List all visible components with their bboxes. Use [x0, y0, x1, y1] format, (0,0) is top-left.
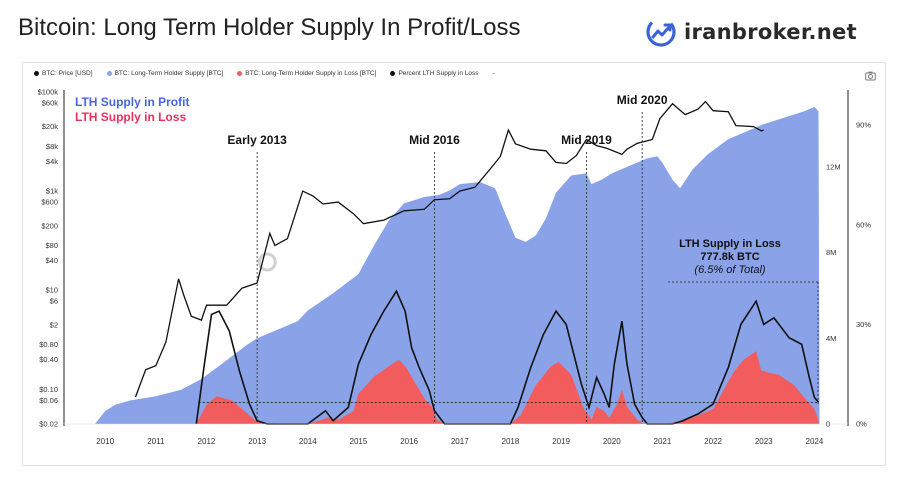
- price-tick-label: $1k: [46, 187, 58, 196]
- annotation-value: 777.8k BTC: [700, 251, 759, 263]
- price-tick-label: $0.06: [39, 396, 58, 405]
- camera-icon[interactable]: [865, 71, 876, 84]
- price-tick-label: $20k: [42, 122, 59, 131]
- supply-tick-label: 8M: [826, 248, 836, 257]
- legend-label: Percent LTH Supply in Loss: [398, 70, 479, 77]
- x-tick-label: 2021: [654, 437, 672, 446]
- price-tick-label: $200: [41, 221, 58, 230]
- price-tick-label: $60k: [42, 98, 59, 107]
- legend-dot: [390, 71, 396, 76]
- legend-item-percent-loss[interactable]: Percent LTH Supply in Loss: [390, 70, 479, 77]
- trend-chart-logo-icon: [646, 17, 676, 47]
- annotation-share: (6.5% of Total): [694, 264, 765, 276]
- brand-name: iranbroker.net: [684, 20, 857, 44]
- price-tick-label: $0.10: [39, 385, 58, 394]
- legend-label: -: [492, 70, 495, 77]
- price-tick-label: $10: [45, 286, 58, 295]
- x-tick-label: 2023: [755, 437, 773, 446]
- price-tick-label: $2: [50, 320, 58, 329]
- percent-tick-label: 60%: [856, 220, 871, 229]
- supply-tick-label: 0: [826, 420, 830, 429]
- x-tick-label: 2011: [147, 437, 165, 446]
- legend-dot: [106, 71, 112, 76]
- page-title: Bitcoin: Long Term Holder Supply In Prof…: [18, 14, 521, 41]
- legend-label: BTC: Long-Term Holder Supply in Loss [BT…: [245, 70, 377, 77]
- price-tick-label: $0.02: [39, 420, 58, 429]
- event-label: Early 2013: [227, 133, 287, 147]
- x-tick-label: 2016: [400, 437, 418, 446]
- x-tick-label: 2014: [299, 437, 317, 446]
- x-tick-label: 2017: [451, 437, 469, 446]
- annotation-title: LTH Supply in Loss: [679, 238, 781, 250]
- legend-item-extra[interactable]: -: [493, 70, 495, 77]
- legend-item-price[interactable]: BTC: Price [USD]: [34, 70, 93, 77]
- legend-dot: [237, 71, 243, 76]
- legend-item-lth-loss[interactable]: BTC: Long-Term Holder Supply in Loss [BT…: [237, 70, 376, 77]
- lth-supply-area[interactable]: [95, 107, 820, 424]
- x-tick-label: 2018: [502, 437, 520, 446]
- x-tick-label: 2020: [603, 437, 621, 446]
- price-tick-label: $100k: [38, 88, 59, 97]
- price-tick-label: $600: [41, 198, 58, 207]
- x-tick-label: 2024: [806, 437, 824, 446]
- price-tick-label: $4k: [46, 157, 58, 166]
- price-tick-label: $0.80: [39, 340, 58, 349]
- percent-tick-label: 90%: [856, 121, 871, 130]
- x-tick-label: 2010: [96, 437, 114, 446]
- price-tick-label: $6: [50, 297, 58, 306]
- brand-logo[interactable]: iranbroker.net: [644, 14, 857, 50]
- x-tick-label: 2019: [552, 437, 570, 446]
- price-tick-label: $40: [45, 256, 58, 265]
- event-label: Mid 2020: [617, 93, 668, 107]
- x-tick-label: 2013: [248, 437, 266, 446]
- watermark-icon: [257, 252, 277, 272]
- price-tick-label: $0.40: [39, 355, 58, 364]
- legend-item-lth-supply[interactable]: BTC: Long-Term Holder Supply [BTC]: [106, 70, 224, 77]
- price-line[interactable]: [134, 100, 764, 398]
- legend-dot: [34, 71, 39, 76]
- supply-tick-label: 4M: [826, 334, 836, 343]
- x-tick-label: 2015: [350, 437, 368, 446]
- price-tick-label: $80: [45, 241, 58, 250]
- loss-label: LTH Supply in Loss: [75, 110, 186, 124]
- chart-legend: BTC: Price [USD] BTC: Long-Term Holder S…: [34, 70, 509, 77]
- x-tick-label: 2022: [704, 437, 722, 446]
- supply-tick-label: 12M: [826, 162, 841, 171]
- legend-label: BTC: Price [USD]: [42, 70, 93, 77]
- event-label: Mid 2016: [409, 133, 460, 147]
- lth-loss-area[interactable]: [196, 351, 820, 424]
- percent-tick-label: 0%: [856, 420, 867, 429]
- profit-label: LTH Supply in Profit: [75, 95, 189, 109]
- price-tick-label: $8k: [46, 142, 58, 151]
- percent-tick-label: 30%: [856, 320, 871, 329]
- x-tick-label: 2012: [198, 437, 216, 446]
- legend-label: BTC: Long-Term Holder Supply [BTC]: [114, 70, 224, 77]
